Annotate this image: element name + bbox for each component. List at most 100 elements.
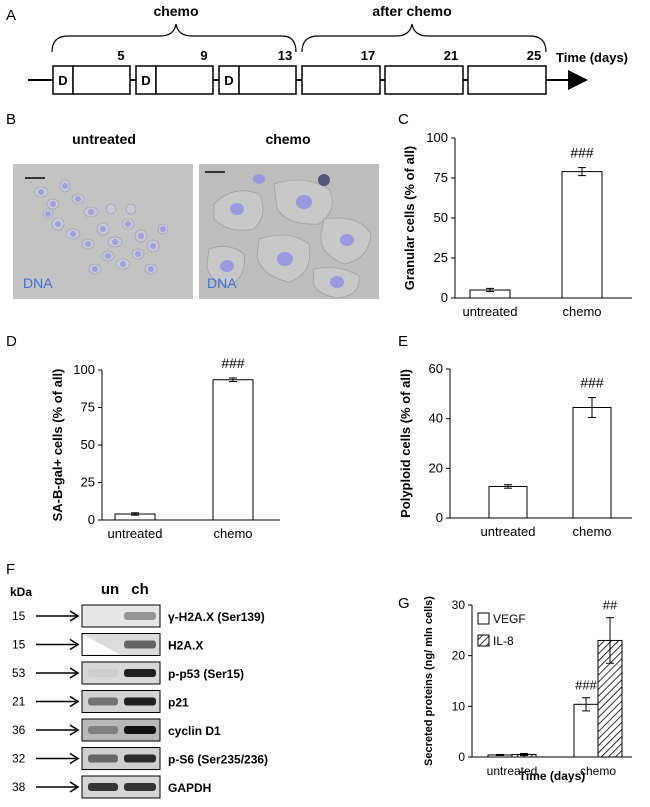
x-axis-label: Time (days) [519, 769, 585, 783]
panel-letter-f: F [6, 561, 15, 578]
blot-artifact [83, 634, 120, 655]
dose-label: D [224, 73, 233, 88]
y-axis-label: Secreted proteins (ng/ mln cells) [423, 596, 435, 766]
blot-arrowhead [69, 724, 80, 736]
blot-band-un [88, 754, 118, 763]
granular-cells-chart: 0 25 50 75 100 untreated chemo Granular cells (… [402, 130, 632, 319]
blot-kda: 15 [12, 609, 26, 623]
time-axis-label: Time (days) [556, 50, 628, 65]
chemo-brace [51, 23, 297, 53]
y-tick-label: 60 [429, 361, 443, 376]
untreated-micrograph: DNA [13, 164, 193, 299]
blot-arrowhead [69, 610, 80, 622]
day-label: 13 [278, 48, 292, 63]
after-chemo-label: after chemo [372, 3, 451, 19]
dose-label: D [141, 73, 150, 88]
legend-swatch [477, 612, 490, 625]
blot-strip [81, 661, 161, 685]
x-tick-label: untreated [463, 304, 518, 319]
y-tick-label: 25 [81, 475, 95, 490]
blot-strip [81, 775, 161, 799]
blot-kda: 32 [12, 752, 26, 766]
secreted-proteins-chart: 0 10 20 30 untreated chemo Secreted proteins (… [423, 596, 632, 783]
blot-arrowhead [69, 667, 80, 679]
blot-band-ch [124, 783, 156, 791]
chemo-label: chemo [153, 3, 198, 19]
significance-marker: ### [570, 145, 594, 161]
significance-marker: ### [575, 678, 597, 693]
blot-band-un [88, 697, 118, 706]
blot-protein-label: p21 [168, 696, 189, 710]
blot-kda: 15 [12, 638, 26, 652]
x-tick-label: untreated [108, 526, 163, 541]
blot-protein-label: cyclin D1 [168, 724, 221, 738]
bar [488, 485, 528, 519]
y-tick-label: 50 [81, 437, 95, 452]
y-tick-label: 100 [73, 362, 95, 377]
stain-label: DNA [23, 275, 53, 291]
blot-strip [81, 690, 161, 713]
y-tick-label: 0 [436, 510, 443, 525]
panel-letter-a: A [6, 7, 16, 24]
y-tick-label: 0 [88, 512, 95, 527]
blot-protein-label: H2A.X [168, 639, 203, 653]
blot-kda: 53 [12, 666, 26, 680]
blot-band-un [88, 783, 118, 791]
y-axis-label: Polyploid cells (% of all) [398, 369, 413, 518]
period-box-2 [155, 65, 214, 95]
blot-protein-label: p-S6 (Ser235/236) [168, 753, 268, 767]
significance-marker: ### [580, 375, 604, 391]
blot-arrowhead [69, 781, 80, 793]
y-axis-label: SA-B-gal+ cells (% of all) [50, 369, 65, 522]
panel-letter-d: D [6, 333, 17, 350]
panel-letter-c: C [398, 111, 409, 128]
day-label: 25 [527, 48, 541, 63]
legend-swatch [477, 634, 490, 647]
y-tick-label: 100 [426, 130, 448, 145]
day-label: 17 [361, 48, 375, 63]
blot-kda: 21 [12, 695, 26, 709]
blot-protein-label: p-p53 (Ser15) [168, 667, 244, 681]
day-label: 9 [200, 48, 207, 63]
period-box-3 [238, 65, 297, 95]
panel-letter-e: E [398, 333, 408, 350]
blot-arrowhead [69, 695, 80, 708]
blot-band-un [88, 669, 118, 677]
blot-band-ch [124, 669, 156, 677]
x-tick-label: untreated [481, 524, 536, 539]
period-box-5 [384, 65, 464, 95]
blot-band-ch [124, 612, 156, 620]
blot-band-ch [124, 754, 156, 763]
y-tick-label: 40 [429, 411, 443, 426]
blot-arrowhead [69, 752, 80, 765]
bar [572, 406, 612, 519]
legend-label: VEGF [493, 612, 526, 626]
western-blot: kDa un ch 15 γ-H2A.X (Ser139) 15 H2A.X 53 p-p… [10, 581, 268, 799]
stain-label: DNA [207, 275, 237, 291]
blot-arrowhead [69, 638, 80, 651]
significance-marker: ### [221, 355, 245, 371]
blot-protein-label: γ-H2A.X (Ser139) [168, 610, 265, 624]
y-tick-label: 10 [452, 699, 466, 713]
x-tick-label: chemo [213, 526, 252, 541]
blot-band-ch [124, 697, 156, 706]
timeline: chemo after chemo D D D 5 9 13 17 21 25 … [28, 3, 628, 95]
day-label: 5 [117, 48, 124, 63]
chemo-title: chemo [265, 131, 310, 147]
blot-band-ch [124, 640, 156, 649]
blot-strip [81, 747, 161, 770]
chemo-micrograph: DNA [199, 164, 379, 299]
bar [212, 379, 254, 521]
blot-protein-label: GAPDH [168, 781, 211, 795]
dose-label: D [58, 73, 67, 88]
y-axis-label: Granular cells (% of all) [402, 146, 417, 291]
after-chemo-brace [301, 23, 547, 53]
period-box-4 [301, 65, 381, 95]
period-box-1 [72, 65, 131, 95]
blot-strip [81, 718, 161, 742]
day-label: 21 [444, 48, 458, 63]
y-tick-label: 20 [429, 460, 443, 475]
y-tick-label: 30 [452, 598, 466, 612]
y-tick-label: 75 [434, 170, 448, 185]
